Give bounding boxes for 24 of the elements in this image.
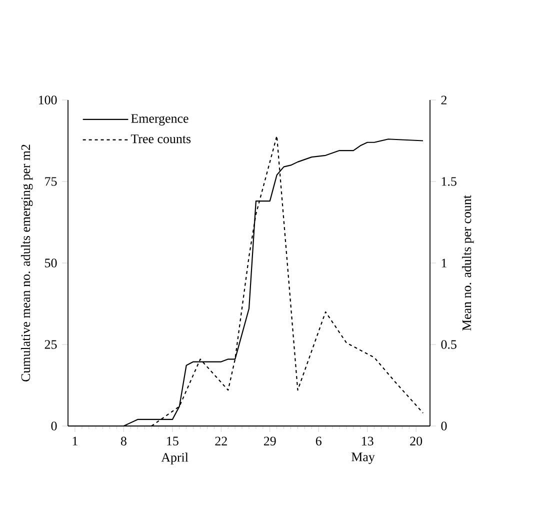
x-tick-label: 1 (72, 436, 78, 446)
x-tick-label: 15 (167, 436, 178, 446)
y2-tick-label: 0 (441, 422, 447, 430)
x-tick-label: 20 (410, 436, 422, 446)
y2-axis-title: Mean no. adults per count (462, 195, 474, 331)
y-tick-label: 100 (38, 96, 57, 104)
x-tick-label: 8 (120, 436, 126, 446)
y-tick-label: 0 (51, 422, 57, 430)
legend-label: Tree counts (130, 134, 191, 144)
x-tick-label: 6 (316, 436, 322, 446)
y2-tick-label: 1.5 (442, 177, 456, 186)
y2-tick-label: 0.5 (441, 340, 456, 349)
x-tick-label: 22 (215, 436, 227, 446)
text: April (161, 452, 188, 464)
x-tick-label: 29 (264, 436, 276, 446)
x-tick-label: 13 (362, 436, 374, 446)
legend-label: Emergence (131, 114, 188, 126)
text: May (352, 452, 375, 464)
y-tick-label: 75 (45, 177, 57, 186)
y-tick-label: 25 (44, 340, 57, 349)
y2-tick-label: 1 (442, 258, 446, 268)
y-tick-label: 50 (45, 258, 57, 268)
y-axis-title: Cumulative mean no. adults emerging per m2 (20, 144, 33, 382)
y2-tick-label: 2 (441, 96, 447, 104)
